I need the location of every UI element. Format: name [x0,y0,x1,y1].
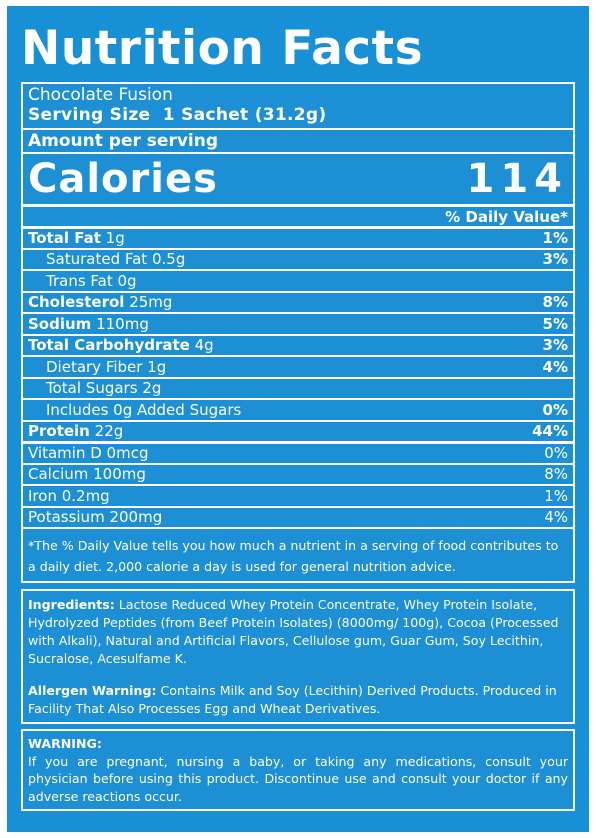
nutrient-name: Dietary Fiber [46,357,143,376]
nutrient-row-trans-fat: Trans Fat 0g [23,269,573,291]
serving-info: Chocolate Fusion Serving Size 1 Sachet (… [23,84,573,128]
nutrient-name: Total Sugars [46,379,138,398]
vitamin-row-iron: Iron 0.2mg 1% [23,484,573,506]
nutrient-row-total-carbohydrate: Total Carbohydrate 4g 3% [23,333,573,356]
amount-per-serving: Amount per serving [23,128,573,152]
serving-size: Serving Size 1 Sachet (31.2g) [28,105,327,125]
nutrient-name: Trans Fat [46,271,113,290]
nutrient-name: Protein [28,422,90,441]
nutrient-name: Cholesterol [28,293,125,312]
ingredients-box: Ingredients: Lactose Reduced Whey Protei… [21,589,575,724]
nutrient-amount: 2g [142,379,162,398]
label-title: Nutrition Facts [21,21,424,76]
nutrient-row-dietary-fiber: Dietary Fiber 1g 4% [23,355,573,377]
nutrient-amount: 1g [147,357,167,376]
vitamin-row-potassium: Potassium 200mg 4% [23,505,573,528]
nutrient-amount: 0g [117,271,137,290]
vitamin-label: Potassium 200mg [28,508,163,527]
vitamin-label: Iron 0.2mg [28,486,110,505]
nutrient-row-total-sugars: Total Sugars 2g [23,376,573,399]
nutrient-dv: 1% [542,229,568,248]
warning-text: If you are pregnant, nursing a baby, or … [28,753,568,804]
nutrient-row-added-sugars: Includes 0g Added Sugars 0% [23,398,573,420]
daily-value-header: % Daily Value* [23,204,573,226]
nutrient-name: Total Carbohydrate [28,336,190,355]
nutrient-row-sodium: Sodium 110mg 5% [23,312,573,334]
nutrient-row-protein: Protein 22g 44% [23,419,573,442]
nutrient-name: Saturated Fat [46,250,148,269]
vitamin-dv: 1% [544,486,568,505]
nutrient-amount: 4g [194,336,214,355]
calories-row: Calories 114 [23,152,573,204]
vitamin-dv: 8% [544,465,568,484]
product-name: Chocolate Fusion [28,85,173,105]
nutrient-amount: 25mg [129,293,173,312]
vitamin-row-vitamin-d: Vitamin D 0mcg 0% [23,441,573,463]
nutrient-dv: 4% [542,357,568,376]
vitamin-row-calcium: Calcium 100mg 8% [23,462,573,485]
nutrient-amount: 22g [94,422,124,441]
allergen-text: Contains Milk and Soy (Lecithin) Derived… [28,683,557,716]
nutrient-amount: 110mg [96,314,149,333]
ingredients-section: Ingredients: Lactose Reduced Whey Protei… [28,596,568,668]
nutrient-dv: 8% [542,293,568,312]
vitamin-label: Calcium 100mg [28,465,146,484]
nutrient-row-total-fat: Total Fat 1g 1% [23,226,573,248]
warning-box: WARNING: If you are pregnant, nursing a … [21,729,575,811]
ingredients-text: Lactose Reduced Whey Protein Concentrate… [28,597,559,666]
nutrient-amount: 0.5g [151,250,186,269]
nutrient-dv: 5% [542,314,568,333]
nutrient-dv: 44% [532,422,568,441]
vitamin-dv: 4% [544,508,568,527]
allergen-label: Allergen Warning: [28,683,157,698]
nutrition-label: Nutrition Facts Chocolate Fusion Serving… [7,6,589,832]
nutrient-row-saturated-fat: Saturated Fat 0.5g 3% [23,247,573,270]
nutrient-name: Includes 0g Added Sugars [46,400,242,419]
vitamin-dv: 0% [544,444,568,463]
nutrient-name: Sodium [28,314,92,333]
nutrition-facts-table: Chocolate Fusion Serving Size 1 Sachet (… [21,82,575,583]
ingredients-label: Ingredients: [28,597,115,612]
vitamin-label: Vitamin D 0mcg [28,444,149,463]
nutrient-dv: 3% [542,336,568,355]
allergen-section: Allergen Warning: Contains Milk and Soy … [28,682,568,718]
nutrient-amount: 1g [105,229,125,248]
daily-value-footnote: *The % Daily Value tells you how much a … [23,527,573,581]
nutrient-row-cholesterol: Cholesterol 25mg 8% [23,290,573,313]
calories-value: 114 [466,156,568,202]
nutrient-dv: 3% [542,250,568,269]
warning-label: WARNING: [28,736,102,751]
calories-label: Calories [28,156,218,202]
nutrient-name: Total Fat [28,229,101,248]
nutrient-dv: 0% [542,400,568,419]
